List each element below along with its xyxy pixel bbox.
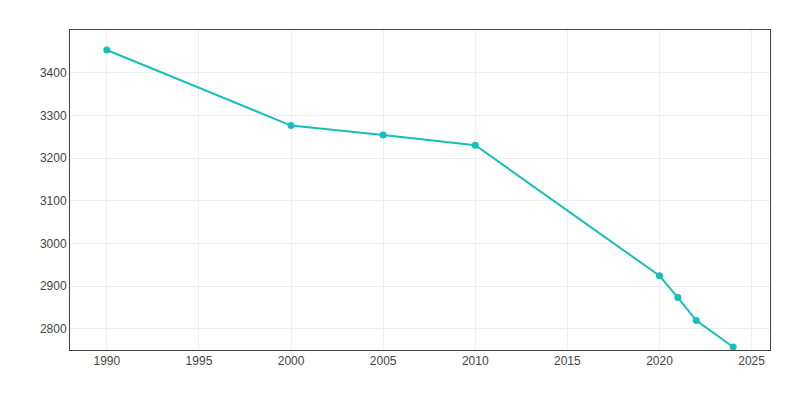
svg-text:1990: 1990 bbox=[93, 354, 120, 368]
svg-text:2900: 2900 bbox=[40, 279, 67, 293]
svg-text:3200: 3200 bbox=[40, 151, 67, 165]
svg-text:2010: 2010 bbox=[462, 354, 489, 368]
svg-text:2025: 2025 bbox=[738, 354, 765, 368]
svg-text:1995: 1995 bbox=[186, 354, 213, 368]
svg-text:3100: 3100 bbox=[40, 194, 67, 208]
svg-text:2000: 2000 bbox=[278, 354, 305, 368]
svg-text:3000: 3000 bbox=[40, 237, 67, 251]
svg-text:2800: 2800 bbox=[40, 322, 67, 336]
svg-text:2005: 2005 bbox=[370, 354, 397, 368]
svg-text:2015: 2015 bbox=[554, 354, 581, 368]
svg-text:3400: 3400 bbox=[40, 66, 67, 80]
svg-text:2020: 2020 bbox=[646, 354, 673, 368]
svg-text:3300: 3300 bbox=[40, 109, 67, 123]
